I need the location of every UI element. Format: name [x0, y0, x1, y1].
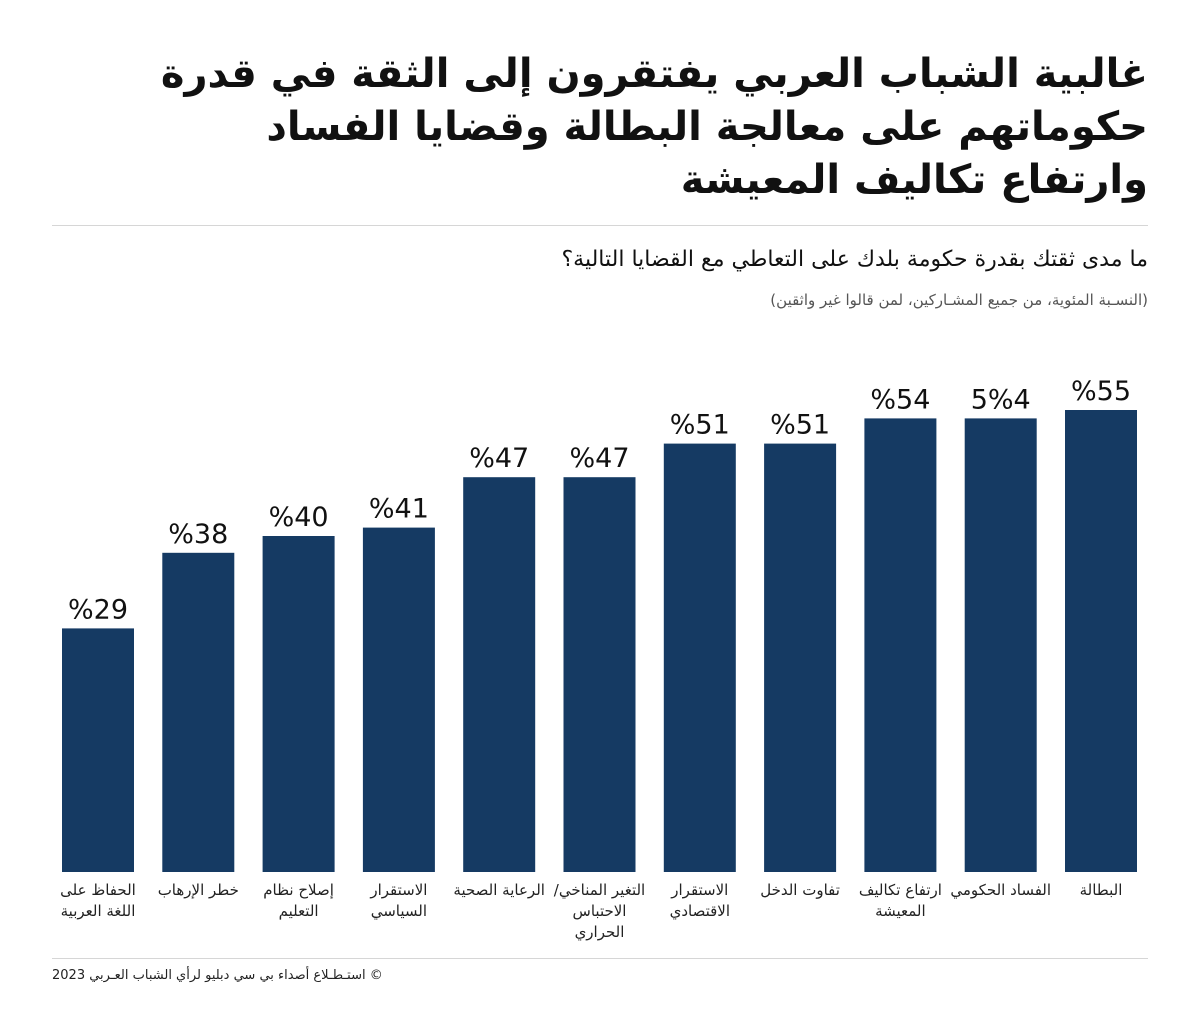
value-label-9: %40: [269, 502, 329, 533]
footer-divider: [52, 958, 1148, 959]
category-label-6: التغير المناخي/ الاحتباس الحراري: [553, 881, 646, 941]
value-label-6: %47: [569, 443, 629, 474]
category-label-5: الاستقرار الاقتصادي: [669, 881, 730, 920]
value-label-8: %41: [369, 494, 429, 525]
title-divider: [52, 225, 1148, 226]
value-label-3: %54: [870, 384, 930, 415]
category-label-11: الحفاظ على اللغة العربية: [60, 881, 136, 920]
value-label-1: %55: [1071, 376, 1131, 407]
value-label-11: %29: [68, 594, 128, 625]
category-label-10: خطر الإرهاب: [157, 881, 239, 899]
bar-9: [262, 536, 335, 872]
category-label-7: الرعاية الصحية: [453, 881, 545, 899]
bar-4: [764, 443, 837, 872]
bar-10: [162, 552, 235, 872]
category-label-8: الاستقرار السياسي: [370, 881, 428, 920]
category-label-3: ارتفاع تكاليف المعيشة: [858, 881, 942, 920]
value-label-5: %51: [670, 410, 730, 441]
bar-5: [663, 443, 736, 872]
category-label-2: الفساد الحكومي: [950, 881, 1052, 899]
bar-3: [864, 418, 937, 872]
value-label-10: %38: [168, 519, 228, 550]
bar-1: [1065, 410, 1137, 872]
bar-7: [463, 477, 536, 872]
page-title: غالبية الشباب العربي يفتقرون إلى الثقة ف…: [160, 51, 1148, 203]
value-label-4: %51: [770, 410, 830, 441]
bar-2: [964, 418, 1037, 872]
category-label-1: البطالة: [1079, 881, 1123, 899]
bar-11: [62, 628, 134, 872]
bar-6: [563, 477, 636, 872]
chart-subtitle: (النسـبة المئوية، من جميع المشـاركين، لم…: [770, 291, 1148, 309]
category-label-4: تفاوت الدخل: [760, 881, 840, 899]
footer-credit: © استـطـلاع أصداء بي سي دبليو لرأي الشبا…: [52, 968, 383, 983]
chart-question: ما مدى ثقتك بقدرة حكومة بلدك على التعاطي…: [561, 247, 1148, 272]
bar-8: [362, 527, 435, 872]
value-label-2: 5%4: [971, 384, 1031, 415]
bar-chart: %55 5%4 %54 %51 %51 %47 %47 %41 %40 %38 %29: [62, 376, 1137, 872]
category-label-9: إصلاح نظام التعليم: [263, 881, 334, 920]
value-label-7: %47: [469, 443, 529, 474]
